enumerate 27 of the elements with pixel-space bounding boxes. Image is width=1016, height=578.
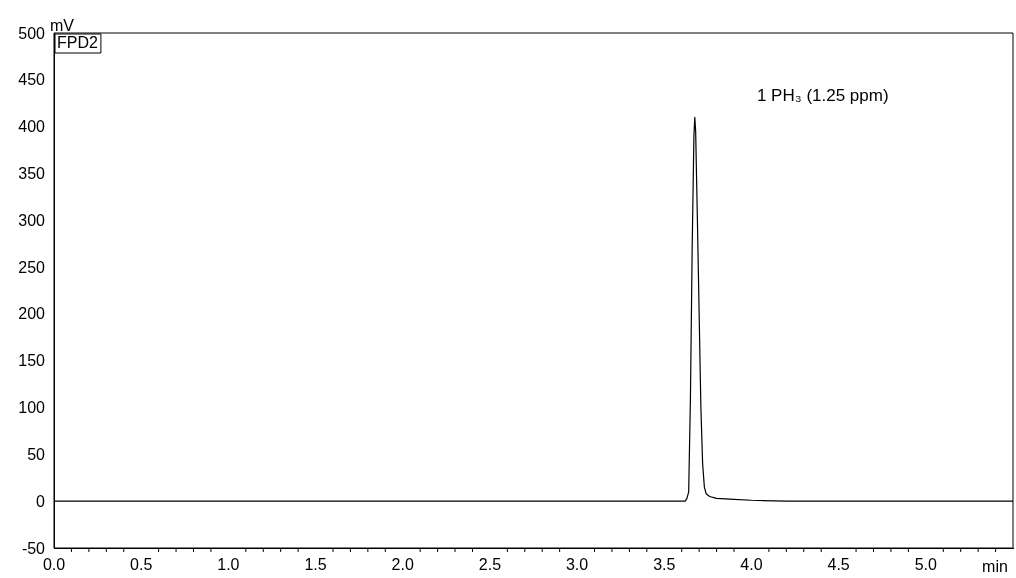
x-tick-label: 0.5 xyxy=(130,556,153,574)
y-tick-label: 50 xyxy=(27,445,46,463)
y-tick-label: -50 xyxy=(21,539,46,557)
y-tick-label: 200 xyxy=(18,305,46,323)
x-axis-title: min xyxy=(982,558,1008,576)
x-tick-label: 4.5 xyxy=(827,556,850,574)
y-tick-label: 450 xyxy=(18,71,46,89)
y-tick-label: 150 xyxy=(18,352,46,370)
x-tick-label: 5.0 xyxy=(914,556,938,574)
x-tick-label: 1.5 xyxy=(304,556,327,574)
x-tick-label: 0.0 xyxy=(42,556,66,574)
annotation: 1 PH₃ (1.25 ppm) xyxy=(756,86,889,106)
x-tick-label: 3.0 xyxy=(565,556,589,574)
y-tick-label: 500 xyxy=(18,24,46,42)
x-tick-label: 2.5 xyxy=(478,556,502,574)
annotation: FPD2 xyxy=(57,34,98,52)
y-tick-label: 250 xyxy=(18,258,46,276)
x-tick-label: 3.5 xyxy=(653,556,676,574)
y-tick-label: 0 xyxy=(36,492,46,510)
x-tick-label: 1.0 xyxy=(217,556,240,574)
y-tick-label: 350 xyxy=(18,164,46,182)
y-tick-label: 100 xyxy=(18,399,46,417)
x-tick-label: 2.0 xyxy=(391,556,414,574)
x-tick-label: 4.0 xyxy=(740,556,763,574)
y-tick-label: 400 xyxy=(18,118,46,136)
y-axis-title: mV xyxy=(50,17,75,35)
y-tick-label: 300 xyxy=(18,211,46,229)
